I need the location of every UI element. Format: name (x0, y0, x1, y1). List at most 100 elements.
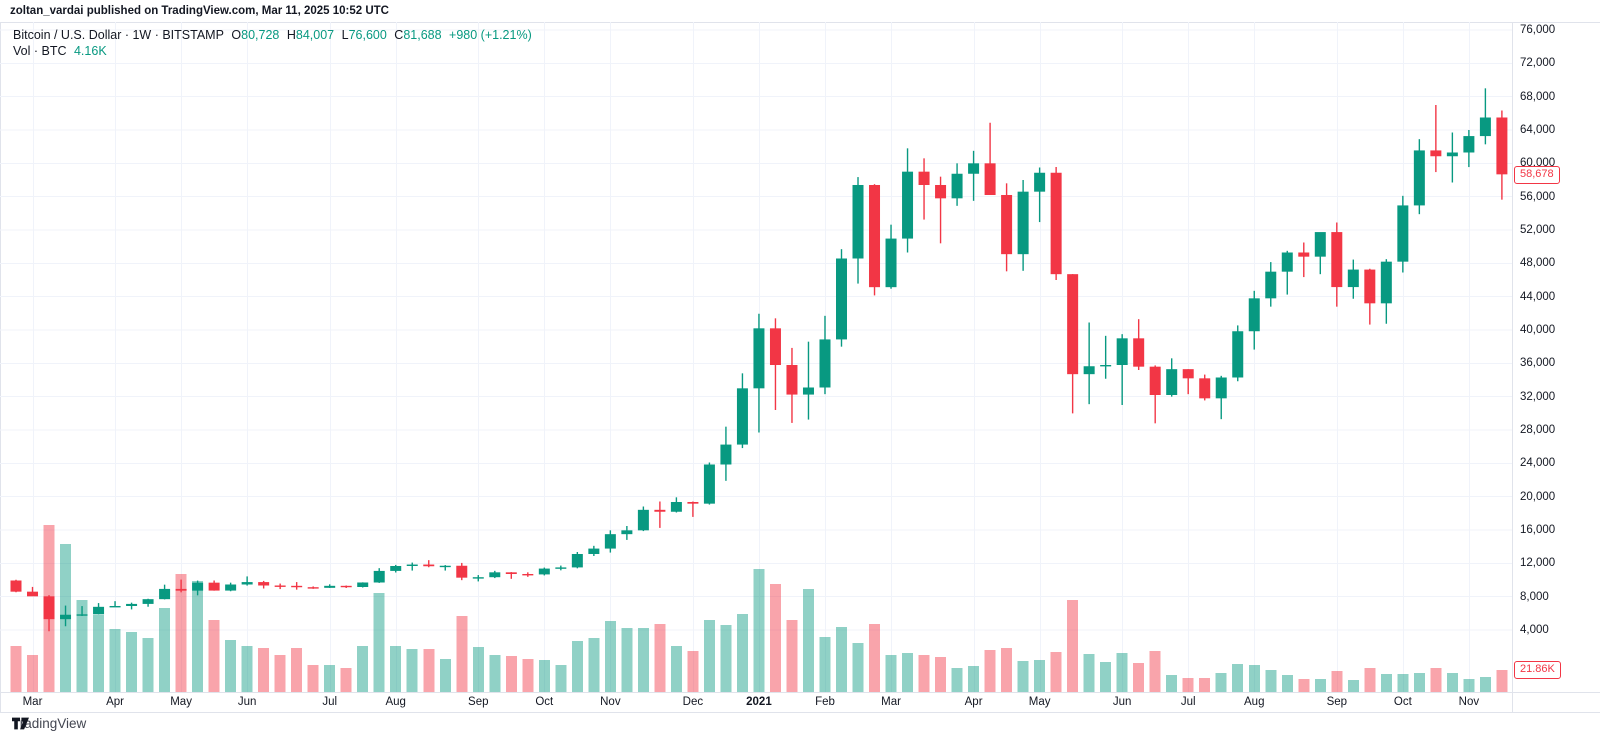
time-tick-label: Feb (815, 696, 835, 708)
volume-bar (1034, 660, 1046, 692)
candle-body (1347, 269, 1359, 288)
time-tick-label: Nov (600, 696, 621, 708)
candle-body (175, 588, 187, 591)
price-tick-label: 76,000 (1520, 23, 1556, 36)
price-tick-label: 28,000 (1520, 423, 1556, 436)
volume-bar (935, 657, 947, 692)
candle-body (522, 573, 534, 576)
candle-body (1496, 117, 1508, 175)
price-tick-label: 56,000 (1520, 190, 1556, 203)
candle-body (1364, 269, 1376, 304)
candle-body (819, 339, 831, 388)
volume-bar (902, 653, 914, 692)
candle-body (406, 564, 418, 566)
volume-study-label: Vol · BTC (13, 44, 67, 58)
volume-bar (1298, 679, 1310, 692)
candle-body (935, 184, 947, 199)
candle-body (1463, 136, 1475, 153)
volume-bar (918, 655, 930, 692)
candle-body (538, 568, 550, 575)
candle-body (555, 567, 567, 569)
chart-top-border (0, 22, 1600, 23)
candle-body (27, 591, 39, 597)
price-tick-label: 20,000 (1520, 490, 1556, 503)
ohlc-open-label: O (231, 28, 242, 42)
candle-body (670, 501, 682, 512)
volume-bar (1413, 673, 1425, 692)
volume-bar (1149, 651, 1161, 692)
time-tick-label: Aug (1244, 696, 1265, 708)
candle-body (1298, 252, 1310, 257)
volume-bar (1232, 664, 1244, 692)
candle-body (687, 501, 699, 504)
candle-body (1083, 366, 1095, 375)
candle-body (307, 587, 319, 589)
volume-bar (802, 589, 814, 692)
price-tick-label: 32,000 (1520, 390, 1556, 403)
candle-body (852, 184, 864, 259)
tradingview-brand[interactable]: TradingView (12, 716, 86, 731)
volume-bar (1017, 661, 1029, 692)
time-axis[interactable]: Mar Apr May Jun Jul Aug Sep Oct Nov Dec 2021 Feb Mar… (0, 693, 1512, 712)
volume-bar (109, 629, 121, 692)
volume-bar (357, 646, 369, 692)
time-tick-label: 2021 (746, 696, 772, 708)
time-tick-label: May (170, 696, 192, 708)
candle-body (902, 171, 914, 239)
volume-bar (786, 620, 798, 692)
candle-body (769, 328, 781, 365)
volume-bar (1380, 674, 1392, 692)
volume-bar (1314, 679, 1326, 692)
volume-bar (159, 608, 171, 692)
candle-body (918, 171, 930, 185)
candle-body (274, 585, 286, 587)
price-tick-label: 8,000 (1520, 590, 1549, 603)
candle-body (836, 258, 847, 340)
volume-bar (1281, 675, 1293, 692)
candle-body (93, 606, 105, 615)
attribution-text: zoltan_vardai published on TradingView.c… (10, 5, 389, 17)
candle-body (1215, 377, 1227, 399)
time-tick-label: Jun (237, 696, 257, 708)
volume-bar (1496, 670, 1508, 692)
volume-bar (720, 625, 732, 692)
price-axis[interactable]: 4,000 8,000 12,000 16,000 20,000 24,000 28,000… (1512, 22, 1600, 692)
volume-bar (885, 655, 897, 692)
volume-bar (1100, 662, 1112, 692)
time-tick-label: Mar (22, 696, 43, 708)
volume-bar (836, 627, 847, 692)
price-tick-label: 44,000 (1520, 290, 1556, 303)
volume-bar (472, 647, 484, 692)
volume-bar (142, 638, 154, 692)
candle-body (571, 553, 583, 568)
volume-bar (654, 624, 666, 692)
time-tick-label: Oct (535, 696, 554, 708)
volume-bar (340, 668, 352, 692)
candle-body (225, 584, 237, 591)
volume-bar (604, 621, 616, 692)
volume-bar (968, 666, 980, 692)
last-price-badge: 58,678 (1514, 166, 1560, 184)
candle-body (241, 582, 253, 585)
candle-body (10, 580, 22, 592)
candle-body (588, 548, 600, 554)
volume-bar (324, 665, 336, 692)
price-tick-label: 16,000 (1520, 523, 1556, 536)
candle-body (159, 588, 171, 600)
volume-bar (769, 584, 781, 692)
candle-body (1116, 338, 1128, 365)
candle-body (1380, 261, 1392, 304)
price-tick-label: 48,000 (1520, 257, 1556, 270)
time-axis-bottom-border (0, 712, 1600, 713)
candle-body (192, 582, 204, 591)
candle-body (1034, 172, 1046, 192)
volume-bar (753, 569, 765, 692)
change-value: +980 (+1.21%) (449, 28, 532, 42)
time-tick-label: Oct (1393, 696, 1412, 708)
time-tick-label: May (1028, 696, 1051, 708)
volume-bar (1166, 675, 1178, 692)
volume-bar (307, 665, 319, 692)
candle-body (1248, 298, 1260, 332)
